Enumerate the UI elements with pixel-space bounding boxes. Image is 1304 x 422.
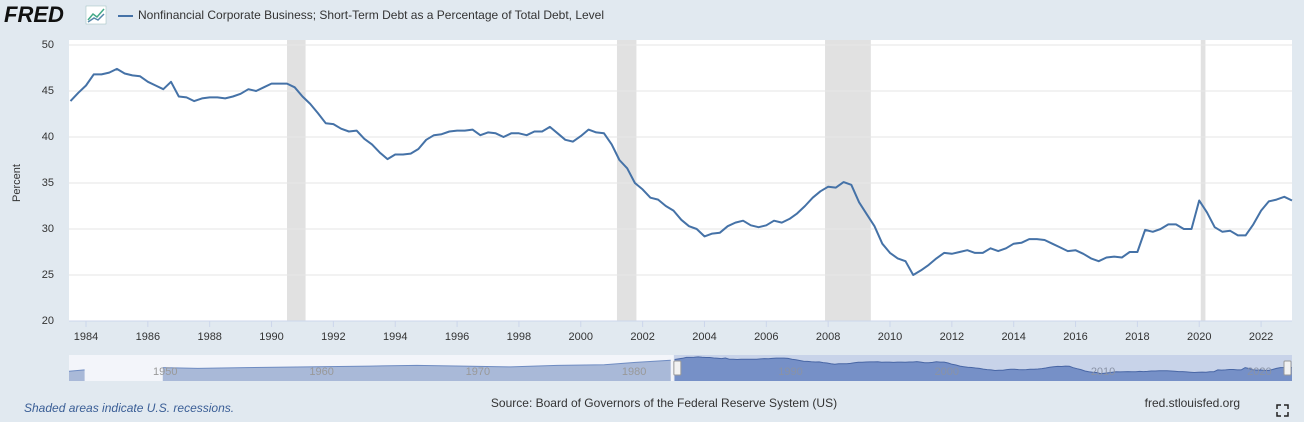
- fullscreen-icon[interactable]: [1276, 404, 1289, 417]
- recession-band: [616, 40, 637, 321]
- navigator-area-fill: [69, 360, 671, 381]
- legend-label: Nonfinancial Corporate Business; Short-T…: [138, 8, 604, 22]
- navigator-handle[interactable]: [1283, 360, 1292, 376]
- navigator-tick-label: 2000: [935, 366, 959, 378]
- navigator-tick-label: 2020: [1247, 366, 1271, 378]
- x-tick-label: 2020: [1187, 331, 1211, 343]
- y-axis-label: Percent: [11, 164, 23, 202]
- x-tick-label: 1990: [259, 331, 283, 343]
- series-line: [69, 67, 1293, 276]
- navigator-tick-label: 1980: [622, 366, 646, 378]
- x-tick-label: 2012: [940, 331, 964, 343]
- x-tick-label: 1986: [136, 331, 160, 343]
- navigator-selection: [673, 355, 1292, 381]
- y-tick-label: 20: [42, 315, 54, 327]
- x-tick-label: 1992: [321, 331, 345, 343]
- navigator-line: [68, 359, 671, 372]
- navigator-tick-label: 1950: [153, 366, 177, 378]
- x-tick-label: 1988: [197, 331, 221, 343]
- source: Source: Board of Governors of the Federa…: [491, 396, 837, 410]
- x-tick-label: 2000: [569, 331, 593, 343]
- recession-band: [825, 40, 871, 321]
- navigator-tick-label: 1960: [309, 366, 333, 378]
- logo: FRED: [4, 2, 64, 27]
- y-tick-label: 25: [42, 269, 54, 281]
- x-tick-label: 2022: [1249, 331, 1273, 343]
- x-tick-label: 2014: [1001, 331, 1025, 343]
- x-tick-label: 2010: [878, 331, 902, 343]
- navigator-series-fill: [674, 356, 1292, 381]
- x-tick-label: 1984: [74, 331, 98, 343]
- x-tick-label: 2008: [816, 331, 840, 343]
- y-tick-label: 30: [42, 223, 54, 235]
- x-tick-label: 2016: [1063, 331, 1087, 343]
- navigator-tick-label: 1970: [466, 366, 490, 378]
- y-tick-label: 45: [42, 85, 54, 97]
- site: fred.stlouisfed.org: [1145, 396, 1240, 410]
- x-tick-label: 2006: [754, 331, 778, 343]
- y-tick-label: 50: [42, 39, 54, 51]
- logo-icon: [85, 5, 107, 25]
- y-tick-label: 40: [42, 131, 54, 143]
- plot-area: [69, 40, 1292, 321]
- navigator-tick-label: 2010: [1091, 366, 1115, 378]
- x-tick-label: 2002: [630, 331, 654, 343]
- y-tick-label: 35: [42, 177, 54, 189]
- navigator-series-line: [674, 356, 1293, 375]
- navigator-handle[interactable]: [673, 360, 682, 376]
- navigator-tick-label: 1990: [778, 366, 802, 378]
- x-tick-label: 2018: [1125, 331, 1149, 343]
- x-tick-label: 1994: [383, 331, 407, 343]
- x-tick-label: 1998: [507, 331, 531, 343]
- x-tick-label: 1996: [445, 331, 469, 343]
- recession-note: Shaded areas indicate U.S. recessions.: [24, 401, 234, 415]
- recession-band: [287, 40, 306, 321]
- recession-band: [1200, 40, 1206, 321]
- x-tick-label: 2004: [692, 331, 716, 343]
